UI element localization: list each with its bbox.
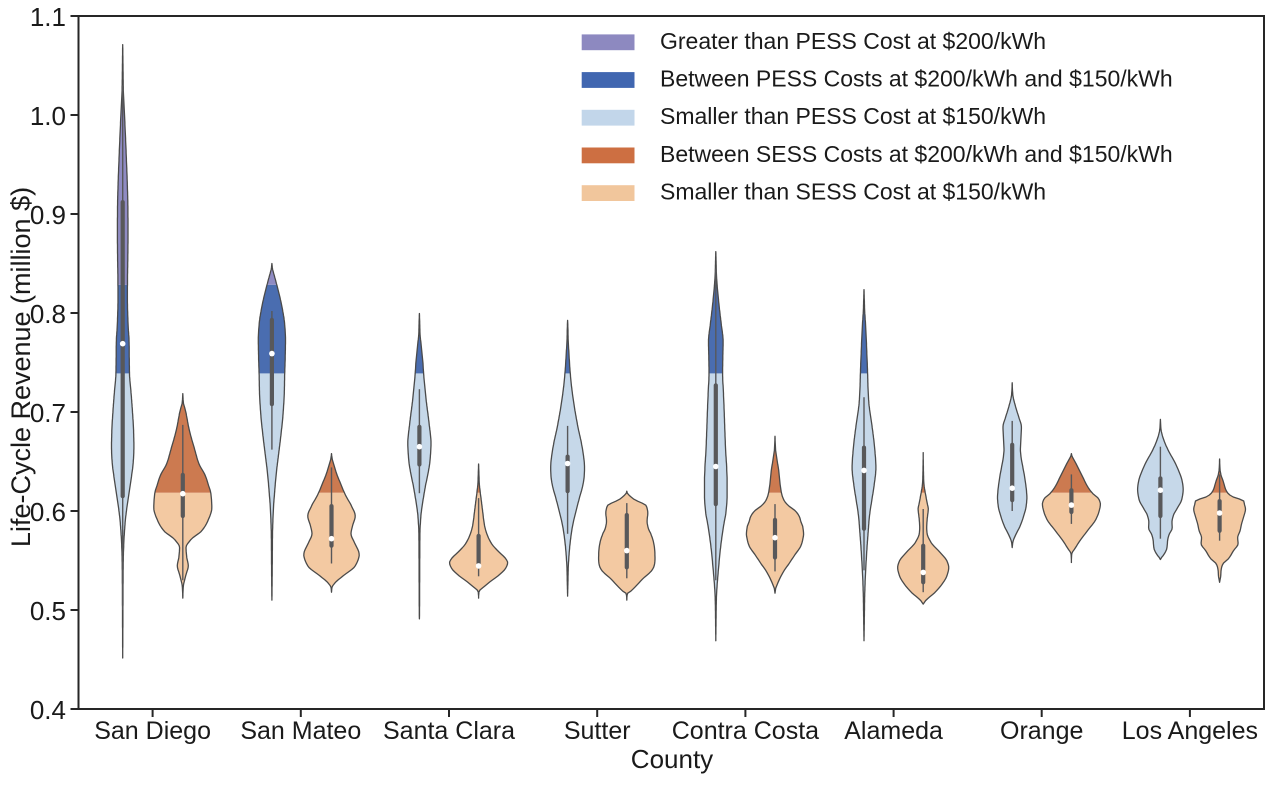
svg-text:County: County [631,744,713,774]
svg-text:Contra Costa: Contra Costa [672,717,819,745]
svg-text:1.0: 1.0 [30,101,66,131]
svg-text:Between SESS Costs at $200/kWh: Between SESS Costs at $200/kWh and $150/… [660,141,1173,167]
svg-text:1.1: 1.1 [30,2,66,32]
svg-text:0.6: 0.6 [30,497,66,527]
svg-text:Orange: Orange [1000,717,1083,745]
svg-text:Sutter: Sutter [564,717,631,745]
svg-text:0.9: 0.9 [30,200,66,230]
svg-text:Smaller than SESS Cost at $150: Smaller than SESS Cost at $150/kWh [660,179,1046,205]
svg-text:San Mateo: San Mateo [240,717,361,745]
svg-text:Life-Cycle Revenue (million $): Life-Cycle Revenue (million $) [6,187,36,547]
svg-text:0.5: 0.5 [30,596,66,626]
svg-text:Between PESS Costs at $200/kWh: Between PESS Costs at $200/kWh and $150/… [660,66,1173,92]
svg-text:Alameda: Alameda [844,717,943,745]
svg-text:Los Angeles: Los Angeles [1122,717,1258,745]
svg-text:Santa Clara: Santa Clara [383,717,515,745]
svg-text:0.4: 0.4 [30,695,66,725]
svg-text:Greater than PESS Cost at $200: Greater than PESS Cost at $200/kWh [660,28,1046,54]
svg-text:San Diego: San Diego [94,717,211,745]
svg-text:0.7: 0.7 [30,398,66,428]
svg-text:0.8: 0.8 [30,299,66,329]
svg-text:Smaller than PESS Cost at $150: Smaller than PESS Cost at $150/kWh [660,103,1046,129]
